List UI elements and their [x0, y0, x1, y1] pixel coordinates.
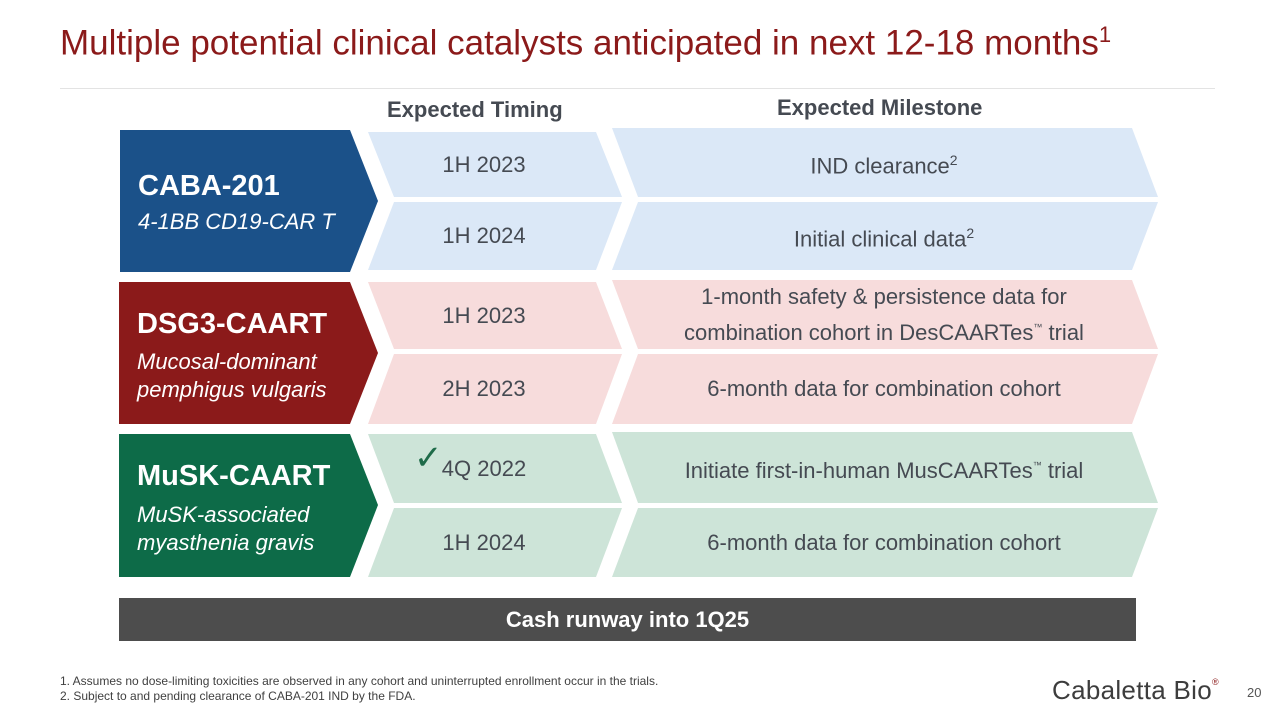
- column-header-milestone: Expected Milestone: [777, 95, 983, 120]
- milestone-caba-201-1: IND clearance2: [810, 152, 958, 179]
- column-header-timing: Expected Timing: [387, 97, 563, 122]
- musk-caart-timing-chevron-1: [368, 434, 622, 503]
- musk-caart-milestone-chevron-1: [612, 432, 1158, 503]
- caba-201-timing-chevron-2: [368, 202, 622, 270]
- footnote-2: 2. Subject to and pending clearance of C…: [60, 689, 416, 703]
- footnote-1: 1. Assumes no dose-limiting toxicities a…: [60, 674, 659, 688]
- timing-dsg3-caart-2: 2H 2023: [442, 376, 526, 401]
- milestone-musk-caart-2: 6-month data for combination cohort: [707, 529, 1061, 555]
- program-dsg3-caart: DSG3-CAART Mucosal-dominant pemphigus vu…: [119, 282, 359, 424]
- caba-201-label-chevron: [120, 130, 378, 272]
- dsg3-caart-milestone-chevron-2: [612, 354, 1158, 424]
- company-logo: Cabaletta Bio®: [1052, 675, 1219, 705]
- milestone-caba-201-2: Initial clinical data2: [793, 224, 975, 252]
- timing-caba-201-1: 1H 2023: [442, 151, 526, 177]
- program-caba-201: CABA-201 4-1BB CD19-CAR T: [120, 130, 360, 272]
- timing-musk-caart-1: 4Q 2022: [441, 455, 527, 481]
- page-number: 20: [1247, 685, 1262, 700]
- musk-caart-timing-chevron-2: [368, 508, 622, 577]
- dsg3-caart-label-chevron: [119, 282, 378, 424]
- program-subtitle-line-1: Mucosal-dominant: [137, 349, 317, 374]
- program-subtitle-line-1: MuSK-associated: [137, 502, 310, 527]
- program-musk-caart: MuSK-CAART MuSK-associated myasthenia gr…: [119, 434, 359, 577]
- program-subtitle: 4-1BB CD19-CAR T: [138, 209, 335, 234]
- program-subtitle-line-2: pemphigus vulgaris: [137, 377, 327, 402]
- musk-caart-label-chevron: [119, 434, 378, 577]
- musk-caart-milestone-chevron-2: [612, 508, 1158, 577]
- dsg3-caart-milestone-chevron-1: [612, 280, 1158, 349]
- dsg3-caart-timing-chevron-1: [368, 282, 622, 349]
- program-subtitle-line-2: myasthenia gravis: [137, 530, 315, 555]
- timing-caba-201-2: 1H 2024: [442, 223, 526, 248]
- program-name: MuSK-CAART: [137, 460, 331, 492]
- milestone-dsg3-caart-2: 6-month data for combination cohort: [707, 376, 1061, 401]
- title-divider: [60, 88, 1215, 89]
- checkmark-icon: ✓: [414, 439, 443, 477]
- caba-201-milestone-chevron-2: [612, 202, 1158, 270]
- cash-runway-banner: Cash runway into 1Q25: [119, 598, 1136, 641]
- caba-201-milestone-chevron-1: [612, 128, 1158, 197]
- slide-title: Multiple potential clinical catalysts an…: [60, 22, 1112, 63]
- milestone-dsg3-caart-1: 1-month safety & persistence data for co…: [684, 283, 1084, 345]
- caba-201-timing-chevron-1: [368, 132, 622, 197]
- program-name: DSG3-CAART: [137, 308, 328, 340]
- dsg3-caart-timing-chevron-2: [368, 354, 622, 424]
- program-name: CABA-201: [138, 170, 280, 202]
- milestone-musk-caart-1: Initiate first-in-human MusCAARTes™ tria…: [684, 457, 1084, 483]
- timing-musk-caart-2: 1H 2024: [442, 529, 526, 555]
- timing-dsg3-caart-1: 1H 2023: [442, 302, 526, 328]
